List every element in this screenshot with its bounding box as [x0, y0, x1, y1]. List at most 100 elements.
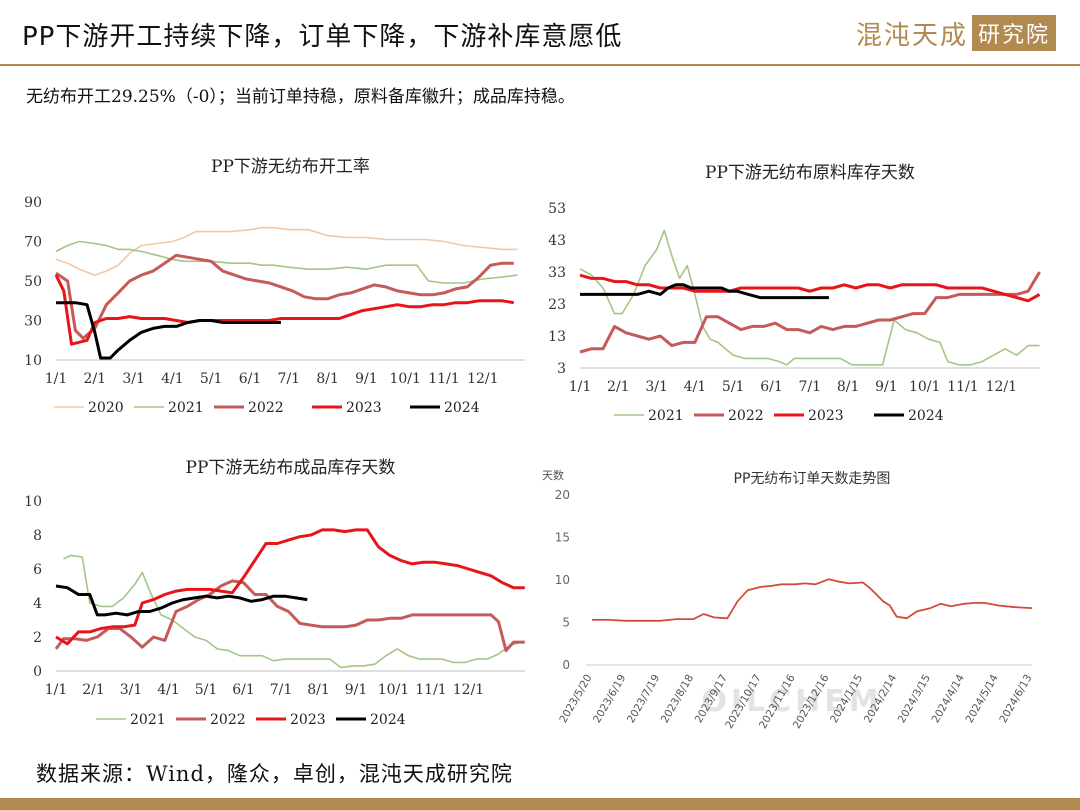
- x-tick-label: 2024/5/14: [963, 672, 1000, 725]
- legend-label-2023: 2023: [290, 712, 326, 728]
- y-tick-label: 20: [555, 488, 570, 502]
- chart-title: PP下游无纺布成品库存天数: [186, 458, 396, 478]
- x-tick-label: 2023/5/20: [557, 673, 594, 726]
- x-tick-label: 11/1: [428, 371, 459, 387]
- chart-operating-rate: PP下游无纺布开工率 10 30 50 70 90 1/1 2/1 3/1 4/1 5/1 6/1 7/…: [24, 157, 525, 416]
- y-tick-label: 33: [548, 265, 566, 281]
- bottom-bar: [0, 798, 1080, 810]
- series-line-2021: [579, 229, 1040, 366]
- x-tick-label: 2023/6/19: [591, 673, 628, 726]
- page-title: PP下游开工持续下降，订单下降，下游补库意愿低: [22, 22, 623, 52]
- x-tick-label: 10/1: [909, 379, 940, 395]
- legend-label-2024: 2024: [908, 408, 944, 424]
- x-tick-label: 9/1: [345, 682, 368, 698]
- x-tick-label: 1/1: [45, 371, 68, 387]
- legend-label-2021: 2021: [648, 408, 684, 424]
- x-tick-label: 2023/7/19: [625, 673, 662, 726]
- y-tick-label: 5: [562, 616, 570, 630]
- x-tick-label: 4/1: [684, 379, 707, 395]
- x-tick-label: 11/1: [415, 682, 446, 698]
- y-tick-label: 4: [33, 596, 42, 612]
- x-tick-label: 1/1: [569, 379, 592, 395]
- y-tick-label: 53: [548, 201, 566, 217]
- x-tick-label: 9/1: [355, 371, 378, 387]
- y-tick-label: 0: [33, 664, 42, 680]
- y-tick-label: 3: [557, 361, 566, 377]
- order-days-line: [592, 578, 1033, 622]
- watermark: OILCHEM: [701, 684, 882, 719]
- x-tick-label: 3/1: [645, 379, 668, 395]
- series-line-2020: [55, 226, 518, 276]
- legend-label-2022: 2022: [728, 408, 764, 424]
- x-tick-label: 5/1: [195, 682, 218, 698]
- x-tick-label: 11/1: [947, 379, 978, 395]
- logo-text: 混沌天成: [855, 20, 968, 51]
- y-tick-label: 10: [24, 353, 42, 369]
- x-tick-label: 8/1: [316, 371, 339, 387]
- legend-label-2020: 2020: [88, 400, 124, 416]
- logo-badge: 研究院: [971, 15, 1056, 51]
- chart-finished-goods-inventory: PP下游无纺布成品库存天数 0 2 4 6 8 10 1/1 2/1 3/1 4/1 5/1 6/1 7/…: [24, 458, 525, 728]
- x-tick-label: 2/1: [82, 682, 105, 698]
- series-line-2023: [579, 273, 1041, 303]
- y-tick-label: 90: [24, 195, 42, 211]
- chart-title: PP无纺布订单天数走势图: [734, 471, 891, 487]
- y-tick-label: 15: [555, 531, 570, 545]
- x-tick-label: 12/1: [467, 371, 498, 387]
- x-tick-label: 3/1: [122, 371, 145, 387]
- x-tick-label: 6/1: [239, 371, 262, 387]
- series-line-2022: [579, 271, 1041, 354]
- x-tick-label: 10/1: [389, 371, 420, 387]
- x-tick-label: 8/1: [307, 682, 330, 698]
- legend-label-2022: 2022: [248, 400, 284, 416]
- x-tick-label: 6/1: [760, 379, 783, 395]
- series-line-2022: [54, 579, 525, 653]
- legend-label-2023: 2023: [346, 400, 382, 416]
- legend-label-2021: 2021: [168, 400, 204, 416]
- series-line-2021: [55, 240, 518, 284]
- y-tick-label: 0: [562, 658, 570, 672]
- series-line-2024: [55, 584, 308, 617]
- legend-label-2024: 2024: [370, 712, 406, 728]
- y-tick-label: 6: [33, 562, 42, 578]
- x-tick-label: 2/1: [607, 379, 630, 395]
- y-tick-label: 13: [548, 329, 566, 345]
- header-divider: [0, 64, 1080, 66]
- series-line-2021: [63, 554, 522, 669]
- y-axis-label: 天数: [542, 469, 564, 482]
- summary-text: 无纺布开工29.25%（-0）；当前订单持稳，原料备库徽升；成品库持稳。: [26, 87, 575, 107]
- series-line-2022: [55, 253, 514, 340]
- x-tick-label: 12/1: [986, 379, 1017, 395]
- x-tick-label: 2024/4/14: [930, 672, 967, 725]
- legend-label-2024: 2024: [444, 400, 480, 416]
- y-tick-label: 8: [33, 528, 42, 544]
- series-line-2024: [580, 283, 829, 300]
- chart-raw-material-inventory: PP下游无纺布原料库存天数 3 13 23 33 43 53 1/1 2/1 3/1 4/1 5/1 6…: [548, 163, 1041, 424]
- x-tick-label: 5/1: [200, 371, 223, 387]
- x-tick-label: 7/1: [278, 371, 301, 387]
- x-tick-label: 7/1: [799, 379, 822, 395]
- series-line-2023: [54, 274, 515, 346]
- chart-order-days: PP无纺布订单天数走势图天数05101520OILCHEM2023/5/2020…: [542, 469, 1035, 731]
- x-tick-label: 2023/8/18: [659, 673, 696, 726]
- brand-logo: 混沌天成 研究院: [856, 14, 1056, 52]
- y-tick-label: 23: [548, 297, 566, 313]
- x-tick-label: 2024/6/13: [997, 673, 1034, 726]
- x-tick-label: 1/1: [45, 682, 68, 698]
- y-tick-label: 10: [555, 573, 570, 587]
- y-tick-label: 70: [24, 235, 42, 251]
- x-tick-label: 10/1: [378, 682, 409, 698]
- header: PP下游开工持续下降，订单下降，下游补库意愿低 混沌天成 研究院: [0, 0, 1080, 68]
- y-tick-label: 10: [24, 494, 42, 510]
- x-tick-label: 6/1: [232, 682, 255, 698]
- y-tick-label: 30: [24, 314, 42, 330]
- x-tick-label: 8/1: [837, 379, 860, 395]
- x-tick-label: 7/1: [270, 682, 293, 698]
- x-tick-label: 4/1: [157, 682, 180, 698]
- y-tick-label: 43: [548, 233, 566, 249]
- chart-title: PP下游无纺布原料库存天数: [705, 163, 915, 183]
- x-tick-label: 2/1: [84, 371, 107, 387]
- legend-label-2023: 2023: [808, 408, 844, 424]
- legend-label-2022: 2022: [210, 712, 246, 728]
- series-line-2024: [56, 301, 281, 360]
